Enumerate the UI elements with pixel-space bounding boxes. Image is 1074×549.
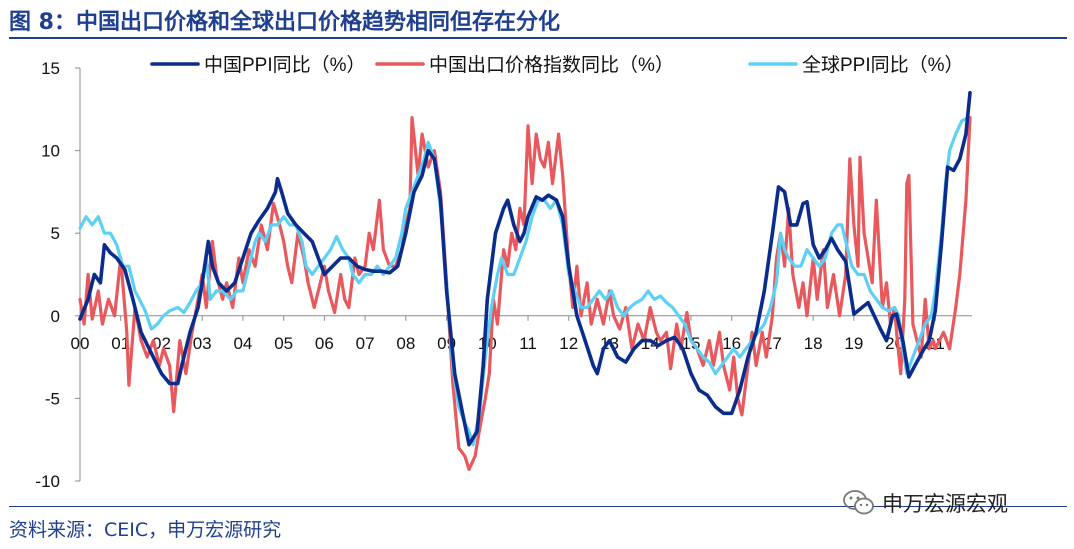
x-tick-label: 07 (356, 334, 375, 353)
x-tick-label: 03 (193, 334, 212, 353)
source-note: 资料来源：CEIC，申万宏源研究 (9, 519, 282, 541)
x-tick-label: 18 (804, 334, 823, 353)
title-underline (9, 37, 1067, 39)
watermark: 申万宏源宏观 (842, 486, 1052, 520)
chart-legend: 中国PPI同比（%） 中国出口价格指数同比（%） 全球PPI同比（%） (150, 54, 964, 76)
x-tick-label: 16 (722, 334, 741, 353)
x-tick-label: 04 (233, 334, 252, 353)
series-line-1 (78, 116, 972, 471)
x-tick-label: 06 (315, 334, 334, 353)
watermark-text: 申万宏源宏观 (882, 492, 1008, 516)
series-line-0 (78, 91, 972, 447)
x-tick-label: 05 (274, 334, 293, 353)
footer-rule (9, 506, 1067, 507)
figure-header: 图 8：中国出口价格和全球出口价格趋势相同但存在分化 (0, 0, 1074, 40)
legend-label-0: 中国PPI同比（%） (204, 54, 366, 76)
legend-label-1: 中国出口价格指数同比（%） (429, 54, 674, 76)
legend-label-2: 全球PPI同比（%） (802, 54, 964, 76)
figure-title: 图 8：中国出口价格和全球出口价格趋势相同但存在分化 (9, 10, 560, 35)
x-tick-label: 00 (71, 334, 90, 353)
y-tick-label: 5 (51, 224, 60, 243)
y-tick-label: -5 (45, 389, 60, 408)
y-tick-label: 15 (41, 59, 60, 78)
y-tick-label: 10 (41, 142, 60, 161)
x-tick-label: 11 (519, 334, 537, 353)
x-tick-label: 19 (844, 334, 863, 353)
y-tick-label: 0 (51, 307, 60, 326)
x-tick-label: 12 (559, 334, 578, 353)
x-tick-label: 08 (396, 334, 415, 353)
chart-lines (78, 91, 972, 471)
y-tick-label: -10 (35, 472, 60, 491)
wechat-icon (843, 490, 874, 515)
